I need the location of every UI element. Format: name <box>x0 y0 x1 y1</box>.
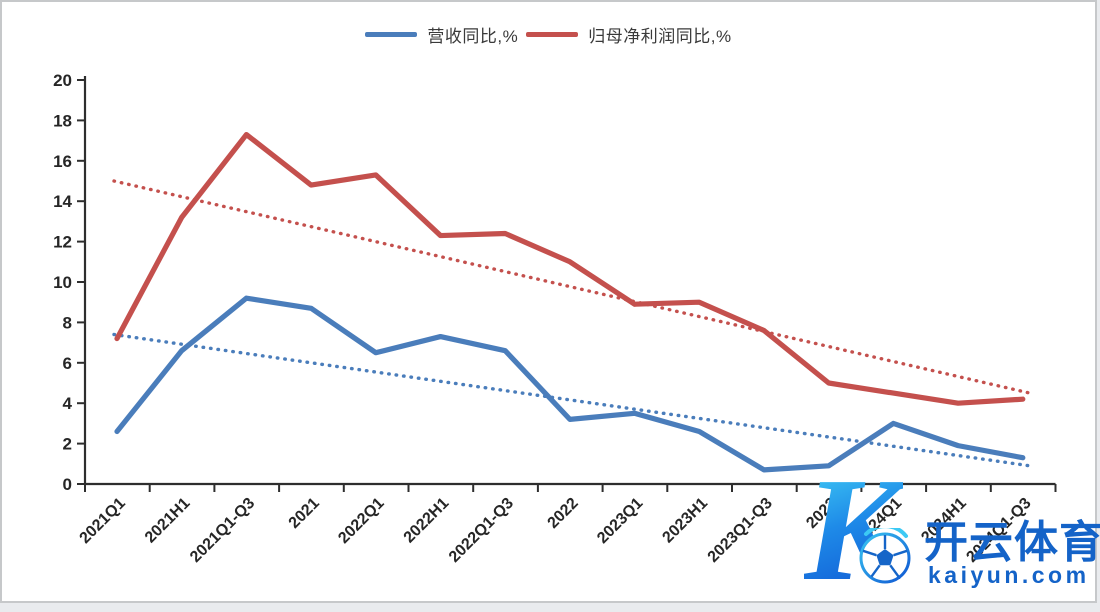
y-axis-tick-label: 16 <box>53 152 72 171</box>
trendline-0 <box>112 332 1032 468</box>
y-axis-tick-label: 20 <box>53 71 72 90</box>
legend-item-revenue: 营收同比,% <box>365 22 518 47</box>
y-axis-tick-label: 10 <box>53 273 72 292</box>
legend-item-net-profit: 归母净利润同比,% <box>526 22 731 47</box>
x-axis-tick-label: 2022Q1 <box>335 495 387 547</box>
y-axis-tick-label: 0 <box>63 475 72 494</box>
legend-label-net-profit: 归母净利润同比,% <box>588 27 732 46</box>
y-axis-tick-label: 12 <box>53 233 72 252</box>
legend-line-sample-net-profit <box>526 32 579 37</box>
x-axis-tick-label: 2024Q1 <box>853 495 905 547</box>
x-axis-tick-label: 2023Q1 <box>594 495 646 547</box>
legend-label-revenue: 营收同比,% <box>427 27 519 46</box>
y-axis-tick-label: 18 <box>53 111 72 130</box>
y-axis-tick-label: 14 <box>53 192 72 211</box>
series-line-1 <box>114 131 1026 406</box>
y-axis-tick-label: 6 <box>63 354 72 373</box>
x-axis-tick-label: 2023Q1-Q3 <box>705 495 776 566</box>
x-axis-tick-label: 2022 <box>545 495 582 532</box>
x-axis-tick-label: 2023 <box>803 495 840 532</box>
x-axis-tick-label: 2021Q1-Q3 <box>187 495 258 566</box>
y-axis-tick-label: 4 <box>63 394 73 413</box>
legend-line-sample-revenue <box>365 32 418 37</box>
series-line-0 <box>114 295 1026 473</box>
x-axis-tick-label: 2021Q1 <box>77 495 129 547</box>
x-axis-tick-label: 2024Q1-Q3 <box>963 495 1034 566</box>
x-axis-tick-label: 2021 <box>286 495 323 532</box>
y-axis-tick-label: 2 <box>63 435 72 454</box>
chart-legend: 营收同比,% 归母净利润同比,% <box>0 22 1097 47</box>
trendline-1 <box>112 179 1032 395</box>
x-axis-tick-label: 2022Q1-Q3 <box>446 495 517 566</box>
x-axis-tick-label: 2023H1 <box>659 495 711 547</box>
x-axis-tick-label: 2021H1 <box>142 495 194 547</box>
x-axis-tick-label: 2022H1 <box>401 495 453 547</box>
y-axis-tick-label: 8 <box>63 313 72 332</box>
x-axis-tick-label: 2024H1 <box>918 495 970 547</box>
